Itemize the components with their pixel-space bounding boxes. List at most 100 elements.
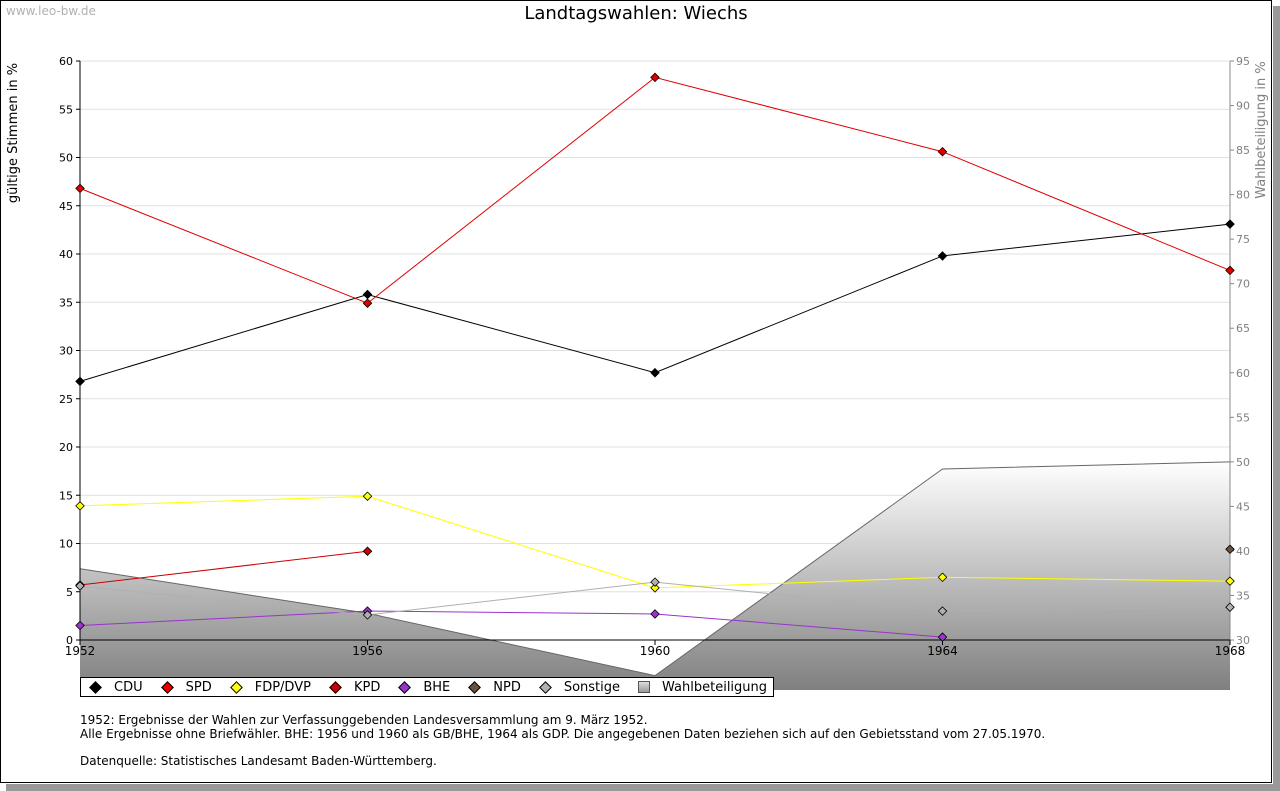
footnotes: 1952: Ergebnisse der Wahlen zur Verfassu…	[80, 713, 1045, 768]
y-left-tick-label: 45	[59, 200, 73, 213]
legend-label-spd: SPD	[185, 679, 212, 695]
legend-item-fdp-dvp: FDP/DVP	[228, 680, 311, 695]
y-right-tick-label: 75	[1236, 233, 1250, 246]
y-left-tick-label: 5	[66, 586, 73, 599]
legend-marker-npd	[468, 681, 482, 694]
point-cdu	[1225, 219, 1235, 229]
y-right-tick-label: 30	[1236, 634, 1250, 647]
series-line-bhe	[79, 610, 943, 638]
legend-marker-wahlbeteiligung	[638, 681, 651, 693]
legend-label-npd: NPD	[493, 679, 521, 695]
y-right-tick-label: 50	[1236, 456, 1250, 469]
legend-marker-bhe	[398, 681, 412, 694]
y-left-tick-label: 35	[59, 296, 73, 309]
series-line-spd	[79, 76, 1231, 304]
turnout-line	[80, 461, 1230, 677]
point-sonstige	[362, 610, 373, 620]
x-tick-label: 1956	[352, 644, 383, 658]
y-left-tick-label: 30	[59, 345, 73, 358]
legend-marker-cdu	[89, 681, 102, 694]
y-right-tick-label: 90	[1236, 100, 1250, 113]
y-left-tick-label: 60	[59, 55, 73, 68]
point-fdp-dvp	[1225, 576, 1235, 586]
legend-item-cdu: CDU	[87, 680, 143, 695]
legend-label-bhe: BHE	[423, 679, 451, 695]
y-left-tick-label: 15	[59, 489, 73, 502]
legend-item-kpd: KPD	[327, 680, 380, 695]
point-sonstige	[937, 606, 948, 616]
point-fdp-dvp	[937, 572, 948, 583]
point-fdp-dvp	[75, 501, 85, 511]
legend-item-npd: NPD	[466, 680, 521, 695]
point-bhe	[650, 609, 660, 619]
y-right-tick-label: 55	[1236, 411, 1250, 424]
point-cdu	[650, 367, 660, 378]
legend-marker-sonstige	[538, 681, 552, 694]
footnote-2: Alle Ergebnisse ohne Briefwähler. BHE: 1…	[80, 727, 1046, 741]
legend-label-kpd: KPD	[353, 679, 381, 695]
y-right-tick-label: 35	[1236, 589, 1250, 602]
y-left-tick-label: 40	[59, 248, 73, 261]
series-points	[75, 72, 1235, 642]
frame-shadow-bottom	[6, 784, 1280, 791]
point-cdu	[937, 251, 948, 261]
x-tick-label: 1968	[1215, 644, 1246, 658]
grid-lines	[80, 60, 1230, 593]
point-sonstige	[75, 581, 85, 591]
frame-shadow-right	[1273, 6, 1280, 791]
point-spd	[362, 298, 373, 308]
y-left-tick-label: 50	[59, 152, 73, 165]
legend-label-fdp-dvp: FDP/DVP	[254, 679, 311, 695]
legend-marker-kpd	[329, 681, 342, 694]
watermark: www.leo-bw.de	[6, 4, 96, 18]
y-right-tick-label: 85	[1236, 144, 1250, 157]
y-right-tick-label: 60	[1236, 367, 1250, 380]
y-axis-left-label: gültige Stimmen in %	[6, 63, 21, 203]
point-bhe	[937, 632, 948, 642]
chart-legend: CDU SPD FDP/DVP KPD BHE NPD Sonstige Wahlbeteil…	[80, 677, 775, 697]
y-right-tick-label: 40	[1236, 545, 1250, 558]
chart-title: Landtagswahlen: Wiechs	[524, 3, 748, 24]
point-kpd	[362, 546, 373, 556]
y-right-tick-label: 80	[1236, 189, 1250, 202]
x-tick-label: 1964	[927, 644, 958, 658]
legend-item-bhe: BHE	[396, 680, 450, 695]
axes	[76, 60, 1234, 645]
y-left-tick-label: 55	[59, 103, 73, 116]
point-fdp-dvp	[362, 491, 373, 501]
series-line-kpd	[79, 550, 368, 586]
point-cdu	[75, 376, 85, 387]
data-source: Datenquelle: Statistisches Landesamt Bad…	[80, 754, 437, 768]
point-sonstige	[650, 577, 660, 587]
legend-marker-fdp-dvp	[229, 681, 243, 694]
point-spd	[937, 146, 948, 157]
legend-item-wahlbeteiligung: Wahlbeteiligung	[636, 680, 767, 695]
legend-item-spd: SPD	[159, 680, 212, 695]
y-right-tick-label: 65	[1236, 322, 1250, 335]
y-left-tick-label: 10	[59, 538, 73, 551]
point-sonstige	[1225, 602, 1235, 612]
y-right-tick-label: 45	[1236, 500, 1250, 513]
point-fdp-dvp	[650, 583, 660, 593]
y-axis-right-label: Wahlbeteiligung in %	[1254, 61, 1269, 198]
x-tick-label: 1952	[65, 644, 96, 658]
point-spd	[1225, 265, 1235, 276]
x-tick-label: 1960	[640, 644, 671, 658]
legend-label-sonstige: Sonstige	[563, 679, 621, 695]
tick-labels: 0 5 10 15 20 25 30 35 40 45 50 55 60 30 35 40 45 50 55 60 65…	[59, 55, 1250, 658]
point-npd	[1225, 544, 1235, 555]
legend-label-wahlbeteiligung: Wahlbeteiligung	[662, 679, 768, 695]
point-spd	[75, 183, 85, 194]
point-spd	[650, 72, 660, 83]
point-bhe	[75, 620, 85, 631]
y-right-tick-label: 95	[1236, 55, 1250, 68]
y-left-tick-label: 25	[59, 393, 73, 406]
legend-label-cdu: CDU	[114, 679, 143, 695]
legend-item-sonstige: Sonstige	[537, 680, 620, 695]
footnote-1: 1952: Ergebnisse der Wahlen zur Verfassu…	[80, 713, 648, 727]
y-left-tick-label: 0	[66, 634, 73, 647]
point-cdu	[362, 289, 373, 300]
y-left-tick-label: 20	[59, 441, 73, 454]
y-right-tick-label: 70	[1236, 278, 1250, 291]
